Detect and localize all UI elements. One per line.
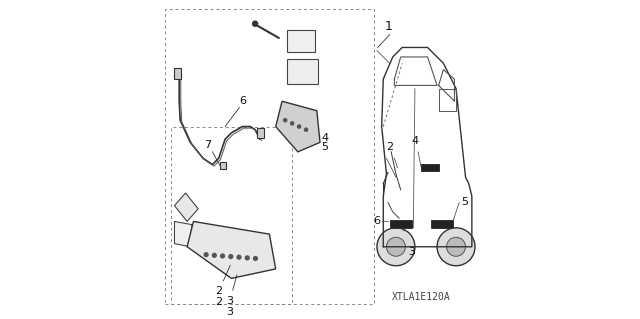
Bar: [421, 164, 438, 171]
Circle shape: [204, 253, 208, 256]
Circle shape: [305, 128, 308, 131]
Bar: [390, 220, 412, 228]
Text: 6: 6: [373, 217, 380, 226]
Circle shape: [237, 255, 241, 259]
Circle shape: [253, 21, 258, 26]
FancyBboxPatch shape: [287, 58, 319, 84]
Circle shape: [253, 256, 257, 260]
Text: 6: 6: [239, 96, 246, 106]
Polygon shape: [175, 193, 198, 221]
Circle shape: [437, 228, 475, 266]
Text: 1: 1: [385, 20, 393, 33]
Text: 4: 4: [321, 133, 329, 143]
Text: 2: 2: [215, 265, 230, 296]
Polygon shape: [187, 221, 276, 278]
Circle shape: [221, 254, 225, 258]
Text: 4: 4: [412, 136, 419, 145]
Bar: [257, 128, 264, 137]
Circle shape: [377, 228, 415, 266]
Text: 3: 3: [227, 275, 237, 306]
Text: 5: 5: [321, 142, 328, 152]
Text: 5: 5: [461, 197, 468, 207]
Text: 2: 2: [215, 297, 222, 308]
Bar: [431, 220, 453, 228]
Text: XTLA1E120A: XTLA1E120A: [392, 293, 451, 302]
Text: 3: 3: [227, 307, 234, 317]
Circle shape: [447, 237, 465, 256]
Circle shape: [291, 122, 294, 125]
Circle shape: [387, 237, 405, 256]
Circle shape: [245, 256, 249, 260]
Polygon shape: [276, 101, 320, 152]
Text: 3: 3: [408, 247, 415, 257]
Text: 2: 2: [386, 142, 393, 152]
Polygon shape: [175, 221, 192, 247]
Circle shape: [298, 125, 301, 128]
Circle shape: [284, 119, 287, 122]
Bar: [220, 162, 226, 169]
Circle shape: [229, 255, 233, 258]
FancyBboxPatch shape: [287, 30, 316, 52]
Circle shape: [212, 253, 216, 257]
Bar: [174, 68, 180, 79]
Text: 7: 7: [204, 140, 211, 150]
